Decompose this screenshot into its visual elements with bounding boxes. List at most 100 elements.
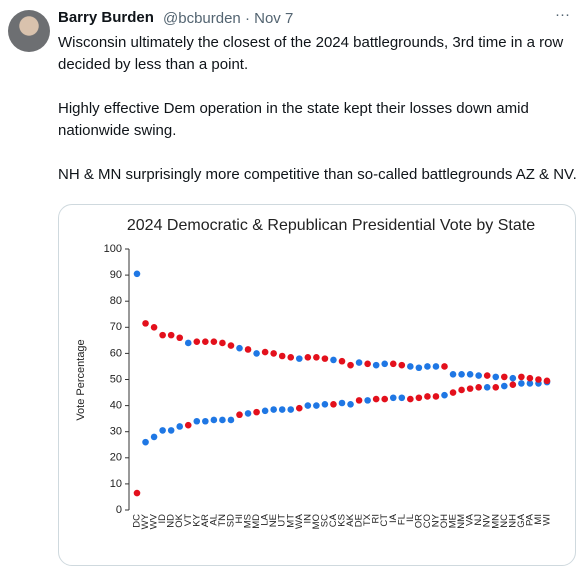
x-tick-label: WV [149,513,160,529]
dot [415,394,423,402]
tweet-body: Wisconsin ultimately the closest of the … [58,32,578,208]
dot [458,386,465,394]
dot [142,438,149,446]
dot [176,334,184,342]
x-tick-label: WI [542,514,553,526]
dot [500,373,508,381]
y-tick-label: 100 [104,243,122,255]
x-tick-label: NH [507,514,518,528]
y-tick-label: 80 [110,295,122,307]
dot [159,427,166,434]
dot [372,395,380,403]
dot [304,354,312,361]
dot [381,395,389,403]
tweet-meta[interactable]: @bcburden · Nov 7 [163,10,294,27]
dot [133,270,141,278]
dot [184,339,192,347]
x-tick-label: NY [430,513,441,527]
dot [236,344,243,352]
dot [227,416,235,424]
y-tick-label: 30 [110,426,122,438]
dot [398,361,406,369]
dot [492,384,500,391]
x-tick-label: VA [465,513,476,526]
x-tick-label: MS [243,514,254,528]
dot [518,373,525,381]
x-tick-label: UT [277,514,288,527]
dot [193,338,201,345]
dot [321,400,329,408]
y-tick-label: 40 [110,400,122,412]
dot [500,382,508,390]
x-tick-label: KS [337,514,348,527]
x-tick-label: WY [140,513,151,529]
x-tick-label: MT [285,514,296,528]
dot [466,385,474,392]
y-tick-label: 0 [116,504,122,516]
dot [133,489,141,497]
y-tick-label: 60 [110,347,122,359]
dot [449,370,457,378]
dot [202,338,209,345]
tweet-paragraph: Highly effective Dem operation in the st… [58,100,529,139]
x-tick-label: AL [208,514,219,526]
dot [398,394,406,402]
y-axis-label: Vote Percentage [75,339,87,420]
dot [526,374,534,382]
x-tick-label: CO [422,514,433,528]
x-tick-label: NC [499,514,510,528]
dot [227,342,235,349]
x-tick-label: ID [157,514,168,524]
dot [150,433,158,441]
y-tick-label: 70 [110,321,122,333]
x-tick-label: MI [533,514,544,525]
dot [287,406,295,413]
dot [475,384,482,391]
y-tick-label: 10 [110,478,122,490]
x-tick-label: SC [319,514,330,527]
chart: 2024 Democratic & Republican Presidentia… [75,217,553,529]
dot [295,355,303,362]
x-tick-label: LA [260,513,271,525]
chart-card[interactable]: 2024 Democratic & Republican Presidentia… [58,204,576,566]
x-tick-label: DE [354,514,365,527]
x-tick-label: RI [371,514,382,524]
dot [458,370,465,378]
x-tick-label: OK [174,513,185,527]
x-tick-label: MO [311,514,322,529]
dot [441,391,448,399]
x-tick-label: FL [396,514,407,525]
dot [424,393,431,400]
dot [372,361,380,369]
dot [518,380,525,387]
tweet-paragraph: Wisconsin ultimately the closest of the … [58,34,564,73]
dot [509,374,517,382]
dot [150,324,158,331]
y-tick-label: 90 [110,269,122,281]
dot [432,393,440,400]
dot [381,360,389,368]
x-tick-label: DC [132,514,143,528]
x-tick-label: PA [524,513,535,526]
dot [355,359,363,366]
dot [389,360,397,368]
dot [295,404,303,412]
x-tick-label: NV [482,513,493,527]
x-tick-label: OH [439,514,450,528]
dot [509,381,517,389]
dot [424,363,431,370]
x-tick-label: CA [328,513,339,527]
avatar[interactable] [8,10,50,52]
dot [415,364,423,372]
dot [219,339,226,347]
dot [270,350,277,357]
dot [313,402,320,409]
dot [364,397,371,404]
dot [261,348,269,356]
dot [184,421,192,429]
author-name[interactable]: Barry Burden [58,9,154,26]
dot [159,331,166,339]
dot [407,363,414,370]
x-tick-label: GA [516,513,527,527]
more-button[interactable]: ··· [555,6,570,23]
